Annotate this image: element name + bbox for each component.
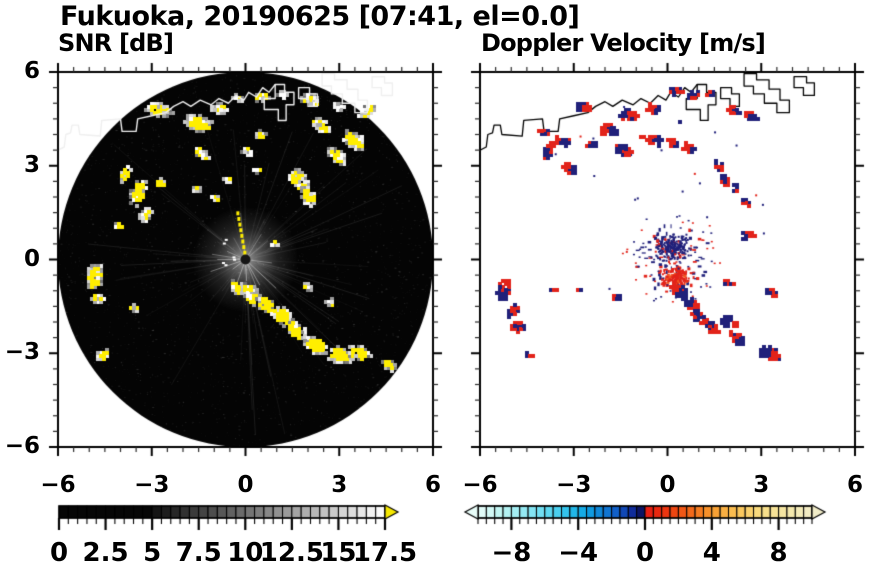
x-tick-label: 0: [237, 472, 254, 498]
x-tick-label: 6: [424, 472, 442, 498]
snr-colorbar-label: 5: [143, 538, 162, 568]
x-tick-label: −6: [40, 472, 76, 498]
velocity-colorbar-label: 4: [702, 538, 721, 568]
snr-colorbar-label: 15: [320, 538, 357, 568]
y-tick-label: 3: [23, 151, 40, 178]
y-tick-label: 0: [23, 245, 40, 272]
x-tick-label: −6: [462, 472, 498, 498]
y-tick-label: −3: [4, 339, 40, 366]
snr-colorbar-label: 2.5: [82, 538, 129, 568]
velocity-colorbar-label: −8: [491, 538, 532, 568]
velocity-colorbar-label: −4: [558, 538, 599, 568]
velocity-colorbar-label: 8: [769, 538, 788, 568]
snr-colorbar-label: 12.5: [259, 538, 324, 568]
velocity-colorbar-label: 0: [635, 538, 655, 568]
x-tick-label: 3: [753, 472, 770, 498]
snr-colorbar-label: 17.5: [352, 538, 418, 568]
x-tick-label: −3: [134, 472, 170, 498]
x-tick-label: 6: [846, 472, 864, 498]
figure-title: Fukuoka, 20190625 [07:41, el=0.0]: [60, 1, 580, 32]
x-tick-label: −3: [556, 472, 592, 498]
snr-colorbar-label: 10: [227, 538, 264, 568]
velocity-panel-title: Doppler Velocity [m/s]: [481, 29, 766, 57]
y-tick-label: −6: [4, 433, 40, 459]
snr-colorbar-label: 0: [49, 538, 69, 568]
x-tick-label: 3: [331, 472, 348, 498]
snr-panel-title: SNR [dB]: [58, 29, 174, 57]
snr-colorbar-label: 7.5: [175, 538, 222, 568]
y-tick-label: 6: [23, 58, 40, 84]
x-tick-label: 0: [659, 472, 676, 498]
